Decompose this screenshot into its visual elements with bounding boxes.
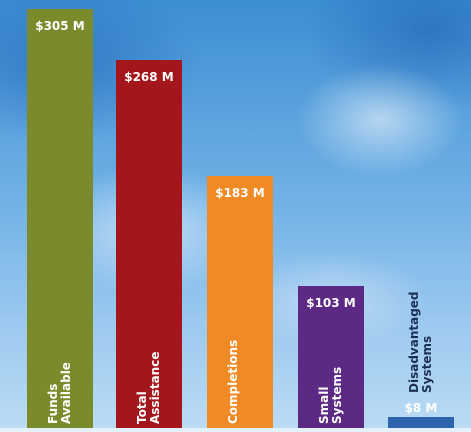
value-label: $8 M bbox=[388, 401, 454, 415]
value-label: $268 M bbox=[116, 70, 182, 84]
value-label: $305 M bbox=[27, 19, 93, 33]
category-label: Funds Available bbox=[47, 349, 73, 424]
category-label: Completions bbox=[227, 349, 240, 424]
baseline bbox=[0, 428, 471, 432]
chart: $305 M Funds Available $268 M Total Assista… bbox=[0, 0, 471, 432]
bar bbox=[207, 176, 273, 428]
value-label: $183 M bbox=[207, 186, 273, 200]
value-label: $103 M bbox=[298, 296, 364, 310]
bar bbox=[388, 417, 454, 428]
category-label: Small Systems bbox=[318, 349, 344, 424]
category-label: Disadvantaged Systems bbox=[408, 298, 434, 393]
category-label: Total Assistance bbox=[136, 349, 162, 424]
